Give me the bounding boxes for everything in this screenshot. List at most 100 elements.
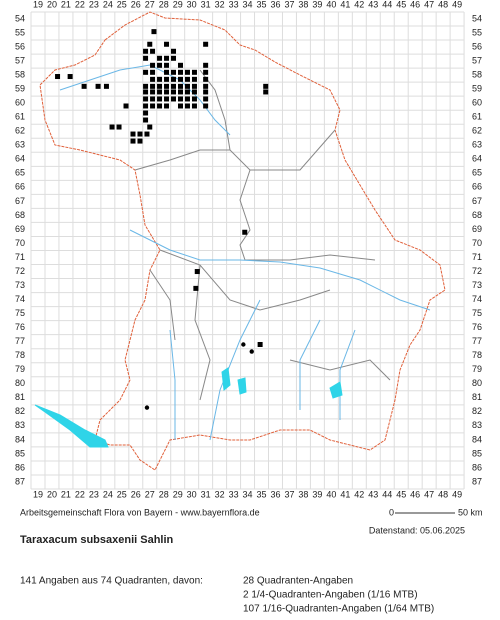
x-label: 32 — [215, 0, 225, 9]
record-dot — [241, 342, 246, 347]
x-label: 47 — [424, 0, 434, 9]
x-label: 43 — [368, 0, 378, 9]
record-square — [257, 341, 263, 347]
x-label: 32 — [215, 489, 225, 499]
x-label: 34 — [243, 0, 253, 9]
record-square — [147, 124, 153, 130]
record-square — [157, 55, 163, 61]
x-label: 23 — [89, 0, 99, 9]
record-square — [177, 83, 183, 89]
record-square — [203, 83, 209, 89]
y-label: 77 — [472, 336, 482, 346]
x-label: 38 — [298, 0, 308, 9]
x-label: 28 — [159, 489, 169, 499]
y-label: 80 — [472, 378, 482, 388]
y-label: 86 — [15, 462, 25, 472]
y-label: 58 — [15, 69, 25, 79]
x-label: 37 — [284, 489, 294, 499]
x-label: 33 — [229, 0, 239, 9]
record-square — [147, 41, 153, 47]
record-square — [177, 89, 183, 95]
x-label: 26 — [131, 0, 141, 9]
record-square — [242, 229, 248, 235]
lakes — [34, 367, 343, 448]
record-dot — [249, 349, 254, 354]
record-square — [177, 69, 183, 75]
record-square — [177, 76, 183, 82]
y-label: 82 — [15, 406, 25, 416]
x-label: 33 — [229, 489, 239, 499]
record-square — [184, 89, 190, 95]
x-label: 25 — [117, 489, 127, 499]
x-label: 21 — [61, 0, 71, 9]
y-label: 78 — [472, 350, 482, 360]
x-label: 37 — [284, 0, 294, 9]
y-label: 74 — [15, 294, 25, 304]
record-square — [191, 103, 197, 109]
y-label: 62 — [15, 126, 25, 136]
record-square — [171, 96, 177, 102]
y-label: 56 — [472, 41, 482, 51]
record-square — [164, 55, 170, 61]
record-square — [143, 103, 149, 109]
record-square — [191, 83, 197, 89]
y-label: 70 — [472, 238, 482, 248]
summary: 141 Angaben aus 74 Quadranten, davon: — [20, 576, 203, 587]
date: Datenstand: 05.06.2025 — [369, 525, 465, 535]
record-square — [143, 83, 149, 89]
y-label: 85 — [15, 448, 25, 458]
y-label: 60 — [472, 98, 482, 108]
record-square — [184, 83, 190, 89]
count: 107 1/16-Quadranten-Angaben (1/64 MTB) — [243, 604, 434, 615]
y-label: 76 — [472, 322, 482, 332]
record-square — [191, 76, 197, 82]
record-square — [164, 96, 170, 102]
record-square — [184, 103, 190, 109]
record-square — [150, 69, 156, 75]
record-square — [191, 89, 197, 95]
scale-start: 0 — [389, 507, 394, 517]
x-label: 20 — [47, 0, 57, 9]
x-label: 29 — [173, 489, 183, 499]
record-square — [177, 96, 183, 102]
y-label: 72 — [472, 266, 482, 276]
x-label: 27 — [145, 0, 155, 9]
record-square — [130, 131, 136, 137]
record-square — [130, 138, 136, 144]
record-square — [137, 138, 143, 144]
y-label: 69 — [472, 224, 482, 234]
record-square — [143, 55, 149, 61]
y-label: 65 — [15, 168, 25, 178]
y-label: 58 — [472, 69, 482, 79]
y-label: 54 — [15, 13, 25, 23]
record-square — [123, 103, 129, 109]
record-square — [157, 76, 163, 82]
x-label: 43 — [368, 489, 378, 499]
record-square — [164, 69, 170, 75]
record-square — [184, 76, 190, 82]
x-label: 39 — [312, 489, 322, 499]
y-label: 83 — [472, 420, 482, 430]
record-square — [157, 96, 163, 102]
scale-end: 50 km — [458, 507, 483, 517]
y-label: 54 — [472, 13, 482, 23]
y-label: 70 — [15, 238, 25, 248]
record-square — [203, 41, 209, 47]
record-square — [81, 83, 87, 89]
record-square — [157, 62, 163, 68]
count: 28 Quadranten-Angaben — [243, 576, 353, 587]
y-label: 87 — [472, 476, 482, 486]
record-square — [164, 83, 170, 89]
y-label: 75 — [472, 308, 482, 318]
x-label: 30 — [187, 0, 197, 9]
x-label: 49 — [452, 489, 462, 499]
y-label: 77 — [15, 336, 25, 346]
x-label: 47 — [424, 489, 434, 499]
x-label: 34 — [243, 489, 253, 499]
x-label: 49 — [452, 0, 462, 9]
y-label: 60 — [15, 98, 25, 108]
x-label: 20 — [47, 489, 57, 499]
y-label: 65 — [472, 168, 482, 178]
